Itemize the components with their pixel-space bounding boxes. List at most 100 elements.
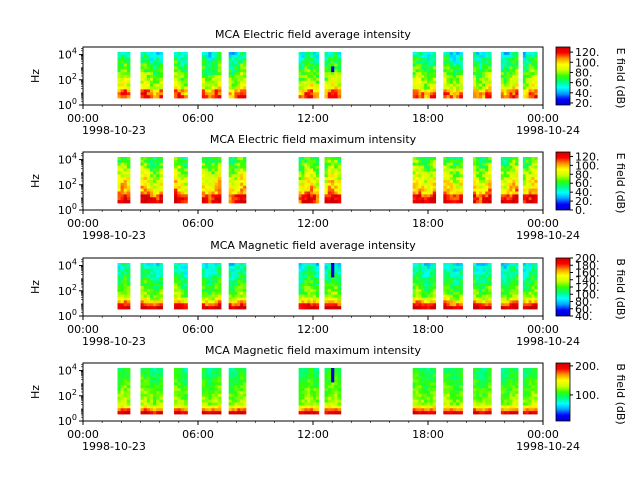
- spectrogram-cell: [180, 306, 185, 310]
- spectrogram-cell: [184, 286, 188, 290]
- spectrogram-cell: [217, 75, 222, 79]
- spectrogram-cell: [525, 200, 530, 204]
- spectrogram-cell: [174, 283, 178, 287]
- spectrogram-cell: [237, 162, 241, 167]
- colorbar-tick-label: 200.: [575, 360, 600, 373]
- spectrogram-cell: [211, 402, 216, 406]
- spectrogram-cell: [177, 174, 182, 178]
- spectrogram-cell: [140, 69, 145, 73]
- spectrogram-cell: [449, 180, 454, 184]
- spectrogram-cell: [313, 66, 317, 70]
- spectrogram-cell: [217, 306, 222, 310]
- spectrogram-cell: [503, 379, 507, 383]
- spectrogram-cell: [159, 75, 163, 79]
- spectrogram-cell: [205, 180, 209, 184]
- spectrogram-cell: [140, 57, 145, 62]
- spectrogram-cell: [424, 75, 428, 79]
- spectrogram-cell: [424, 405, 428, 409]
- spectrogram-cell: [512, 396, 516, 401]
- spectrogram-cell: [452, 306, 457, 310]
- spectrogram-cell: [177, 89, 182, 93]
- spectrogram-cell: [117, 194, 122, 198]
- spectrogram-cell: [327, 396, 332, 401]
- spectrogram-cell: [429, 288, 434, 293]
- spectrogram-cell: [228, 177, 232, 181]
- spectrogram-cell: [479, 408, 483, 412]
- spectrogram-cell: [234, 197, 238, 201]
- spectrogram-cell: [310, 174, 314, 178]
- spectrogram-cell: [140, 66, 145, 70]
- spectrogram-cell: [479, 182, 483, 187]
- spectrogram-cell: [310, 306, 314, 310]
- spectrogram-cell: [228, 294, 232, 298]
- spectrogram-cell: [506, 294, 510, 298]
- spectrogram-cell: [476, 162, 480, 167]
- spectrogram-cell: [228, 159, 232, 164]
- spectrogram-cell: [452, 159, 457, 164]
- spectrogram-cell: [211, 92, 216, 96]
- spectrogram-cell: [201, 72, 206, 76]
- spectrogram-cell: [313, 77, 317, 82]
- spectrogram-cell: [522, 388, 527, 392]
- spectrogram-cell: [528, 265, 532, 270]
- spectrogram-cell: [515, 288, 519, 293]
- spectrogram-cell: [140, 86, 145, 90]
- spectrogram-cell: [459, 283, 463, 287]
- spectrogram-cell: [522, 63, 527, 67]
- spectrogram-cell: [237, 396, 241, 401]
- spectrogram-cell: [240, 194, 244, 198]
- spectrogram-cell: [208, 197, 212, 201]
- spectrogram-cell: [146, 194, 151, 198]
- spectrogram-cell: [126, 399, 131, 403]
- spectrogram-cell: [449, 288, 454, 293]
- spectrogram-cell: [123, 168, 128, 172]
- spectrogram-cell: [482, 191, 486, 195]
- spectrogram-cell: [456, 411, 460, 415]
- spectrogram-cell: [117, 162, 122, 167]
- spectrogram-cell: [211, 306, 216, 310]
- spectrogram-cell: [307, 271, 311, 275]
- spectrogram-cell: [153, 66, 157, 70]
- spectrogram-cell: [421, 399, 425, 403]
- spectrogram-cell: [234, 188, 238, 192]
- spectrogram-cell: [180, 83, 185, 87]
- spectrogram-cell: [153, 83, 157, 87]
- spectrogram-cell: [217, 382, 222, 386]
- spectrogram-cell: [446, 291, 451, 296]
- spectrogram-cell: [482, 271, 486, 275]
- spectrogram-cell: [234, 385, 238, 389]
- spectrogram-cell: [432, 75, 437, 79]
- spectrogram-cell: [240, 291, 244, 296]
- spectrogram-cell: [146, 265, 151, 270]
- spectrogram-cell: [214, 265, 219, 270]
- spectrogram-cell: [180, 393, 185, 398]
- spectrogram-cell: [331, 280, 335, 284]
- spectrogram-cell: [177, 280, 182, 284]
- spectrogram-cell: [315, 370, 320, 375]
- spectrogram-cell: [126, 391, 131, 395]
- spectrogram-cell: [506, 52, 510, 56]
- spectrogram-cell: [298, 52, 302, 56]
- spectrogram-cell: [159, 382, 163, 386]
- spectrogram-cell: [298, 291, 302, 296]
- spectrogram-cell: [424, 89, 428, 93]
- spectrogram-cell: [488, 63, 492, 67]
- spectrogram-cell: [140, 80, 145, 85]
- spectrogram-cell: [237, 405, 241, 409]
- spectrogram-cell: [534, 283, 538, 287]
- spectrogram-cell: [217, 300, 222, 304]
- spectrogram-cell: [432, 171, 437, 175]
- spectrogram-cell: [304, 297, 308, 301]
- spectrogram-cell: [522, 391, 527, 395]
- spectrogram-cell: [301, 86, 305, 90]
- spectrogram-cell: [500, 66, 505, 70]
- spectrogram-cell: [476, 188, 480, 192]
- spectrogram-cell: [427, 77, 431, 82]
- spectrogram-cell: [443, 165, 447, 169]
- spectrogram-cell: [522, 182, 527, 187]
- spectrogram-cell: [307, 180, 311, 184]
- spectrogram-cell: [476, 391, 480, 395]
- spectrogram-cell: [531, 194, 535, 198]
- spectrogram-cell: [427, 165, 431, 169]
- spectrogram-cell: [432, 157, 437, 161]
